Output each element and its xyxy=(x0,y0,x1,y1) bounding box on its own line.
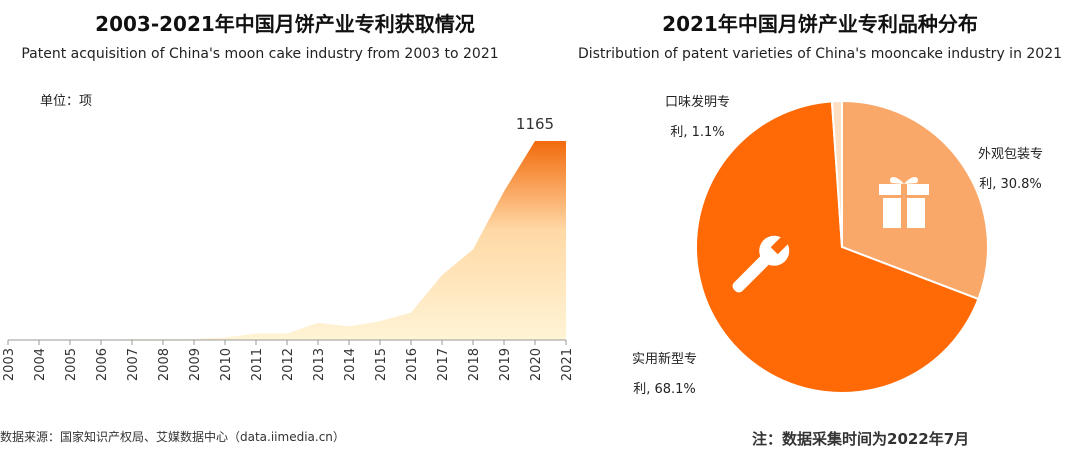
pie-label-packaging: 外观包装专 利, 30.8% xyxy=(978,147,1044,192)
x-tick-label: 2009 xyxy=(188,348,203,381)
right-chart-subtitle: Distribution of patent varieties of Chin… xyxy=(577,46,1063,62)
note-text: 注：数据采集时间为2022年7月 xyxy=(752,430,970,448)
pie-slice xyxy=(695,100,980,394)
x-tick-label: 2007 xyxy=(126,348,141,381)
wrench-icon xyxy=(732,234,791,293)
x-tick-label: 2018 xyxy=(467,348,482,381)
x-tick-label: 2008 xyxy=(157,348,172,381)
x-tick-label: 2004 xyxy=(33,348,48,381)
area-series xyxy=(8,140,566,340)
data-label: 1165 xyxy=(516,115,554,133)
pie-slice xyxy=(830,99,843,248)
pie-label-utility: 实用新型专 利, 68.1% xyxy=(632,352,698,397)
x-tick-label: 2012 xyxy=(281,348,296,381)
x-tick-label: 2011 xyxy=(250,348,265,381)
left-chart-subtitle: Patent acquisition of China's moon cake … xyxy=(21,46,499,62)
x-tick-label: 2006 xyxy=(95,348,110,381)
x-tick-label: 2017 xyxy=(436,348,451,381)
x-tick-label: 2003 xyxy=(2,348,17,381)
x-tick-label: 2016 xyxy=(405,348,420,381)
left-chart-title: 2003-2021年中国月饼产业专利获取情况 xyxy=(95,12,475,36)
x-tick-label: 2020 xyxy=(529,348,544,381)
area-chart: 2003 2004 2005 2006 2007 2008 2009 2010 2011 2012… xyxy=(2,115,575,381)
x-tick-label: 2013 xyxy=(312,348,327,381)
pie-label-flavor: 口味发明专 利, 1.1% xyxy=(665,95,731,140)
right-chart-title: 2021年中国月饼产业专利品种分布 xyxy=(662,12,978,36)
pie-chart xyxy=(695,99,989,394)
x-tick-label: 2014 xyxy=(343,348,358,381)
gift-icon xyxy=(879,177,929,228)
x-tick-label: 2019 xyxy=(498,348,513,381)
x-tick-label: 2010 xyxy=(219,348,234,381)
x-tick-label: 2021 xyxy=(560,348,575,381)
source-text: 数据来源：国家知识产权局、艾媒数据中心（data.iimedia.cn） xyxy=(0,430,345,444)
x-tick-label: 2005 xyxy=(64,348,79,381)
x-tick-label: 2015 xyxy=(374,348,389,381)
unit-label: 单位：项 xyxy=(40,94,93,109)
